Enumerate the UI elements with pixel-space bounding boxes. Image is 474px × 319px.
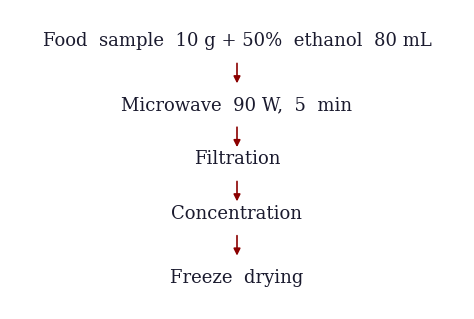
- Text: Food  sample  10 g + 50%  ethanol  80 mL: Food sample 10 g + 50% ethanol 80 mL: [43, 33, 431, 50]
- Text: Filtration: Filtration: [194, 151, 280, 168]
- Text: Freeze  drying: Freeze drying: [170, 269, 304, 286]
- Text: Concentration: Concentration: [172, 205, 302, 223]
- Text: Microwave  90 W,  5  min: Microwave 90 W, 5 min: [121, 96, 353, 114]
